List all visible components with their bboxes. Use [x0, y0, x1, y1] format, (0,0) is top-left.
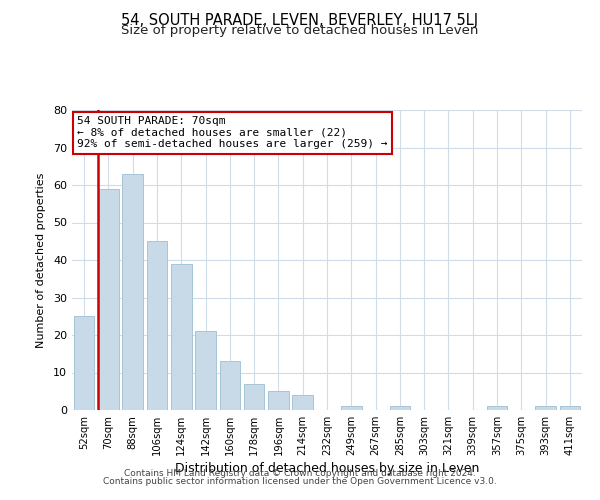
Bar: [122, 174, 143, 410]
Text: Contains HM Land Registry data © Crown copyright and database right 2024.: Contains HM Land Registry data © Crown c…: [124, 468, 476, 477]
Bar: [171, 264, 191, 410]
Bar: [146, 242, 167, 410]
Bar: [341, 406, 362, 410]
Bar: [244, 384, 265, 410]
Y-axis label: Number of detached properties: Number of detached properties: [36, 172, 46, 348]
Text: 54, SOUTH PARADE, LEVEN, BEVERLEY, HU17 5LJ: 54, SOUTH PARADE, LEVEN, BEVERLEY, HU17 …: [121, 12, 479, 28]
Bar: [220, 361, 240, 410]
Bar: [74, 316, 94, 410]
Bar: [535, 406, 556, 410]
Bar: [292, 395, 313, 410]
Text: Size of property relative to detached houses in Leven: Size of property relative to detached ho…: [121, 24, 479, 37]
Bar: [487, 406, 508, 410]
Bar: [195, 331, 216, 410]
X-axis label: Distribution of detached houses by size in Leven: Distribution of detached houses by size …: [175, 462, 479, 475]
Text: 54 SOUTH PARADE: 70sqm
← 8% of detached houses are smaller (22)
92% of semi-deta: 54 SOUTH PARADE: 70sqm ← 8% of detached …: [77, 116, 388, 149]
Bar: [268, 391, 289, 410]
Bar: [389, 406, 410, 410]
Bar: [98, 188, 119, 410]
Bar: [560, 406, 580, 410]
Text: Contains public sector information licensed under the Open Government Licence v3: Contains public sector information licen…: [103, 477, 497, 486]
